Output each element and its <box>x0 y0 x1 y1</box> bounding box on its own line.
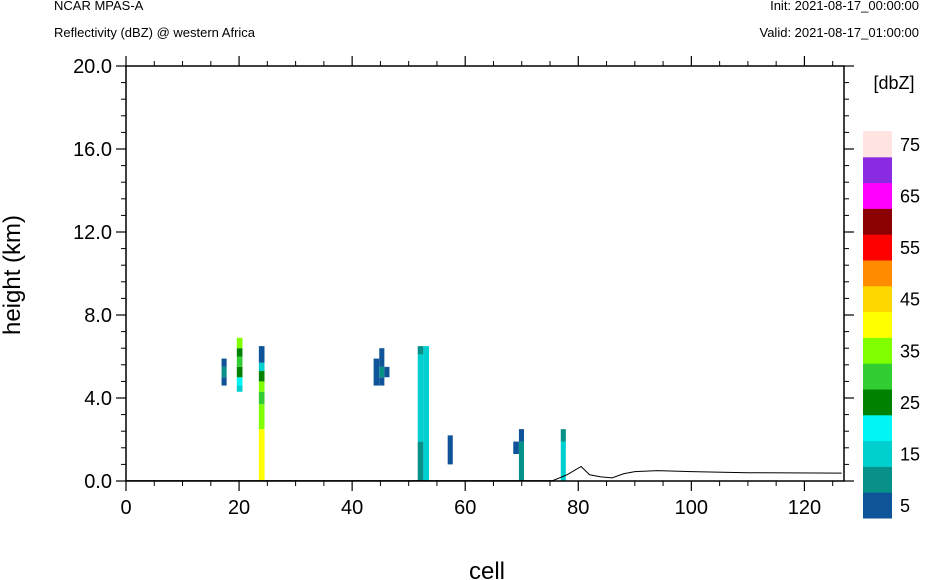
reflectivity-cell <box>417 441 424 481</box>
x-tick-label: 80 <box>567 497 589 519</box>
y-tick-label: 8.0 <box>84 305 112 327</box>
terrain-profile <box>126 465 842 482</box>
terrain-line <box>126 465 842 482</box>
reflectivity-cells <box>221 337 566 481</box>
plot-axes: 0 20 40 60 80 100 120 0.0 4.0 8.0 12.0 16.0 20.0 <box>73 56 854 519</box>
colorbar-swatch <box>863 414 892 442</box>
reflectivity-cell <box>236 377 243 386</box>
reflectivity-cell <box>236 385 243 392</box>
colorbar-label: 45 <box>900 290 920 310</box>
x-axis-label: cell <box>469 558 505 580</box>
colorbar-label: 15 <box>900 445 920 465</box>
y-tick-label: 4.0 <box>84 388 112 410</box>
reflectivity-cell <box>518 429 525 442</box>
y-tick-label: 16.0 <box>73 139 112 161</box>
colorbar: 5 15 25 35 45 55 65 75 <box>863 131 920 519</box>
y-tick-label: 0.0 <box>84 471 112 493</box>
reflectivity-cell <box>258 362 265 372</box>
colorbar-swatch <box>863 260 892 287</box>
colorbar-swatch <box>863 182 892 209</box>
reflectivity-cell <box>384 366 390 378</box>
colorbar-label: 35 <box>900 341 920 361</box>
x-tick-label: 120 <box>788 497 821 519</box>
reflectivity-cell <box>258 381 265 392</box>
reflectivity-cell <box>236 356 243 367</box>
reflectivity-cell <box>258 429 265 481</box>
x-tick-label: 40 <box>341 497 363 519</box>
colorbar-label: 25 <box>900 393 920 413</box>
colorbar-swatch <box>863 440 892 467</box>
reflectivity-cell <box>518 441 525 481</box>
colorbar-label: 75 <box>900 135 920 155</box>
reflectivity-cell <box>258 404 265 430</box>
reflectivity-cell <box>379 348 385 367</box>
colorbar-label: 55 <box>900 238 920 258</box>
reflectivity-cell <box>258 391 265 405</box>
y-tick-label: 12.0 <box>73 222 112 244</box>
colorbar-title: [dbZ] <box>873 73 914 93</box>
x-tick-label: 100 <box>675 497 708 519</box>
reflectivity-cell <box>221 358 227 367</box>
reflectivity-cell <box>513 441 519 455</box>
reflectivity-cell <box>379 366 385 378</box>
reflectivity-cell <box>236 348 243 357</box>
reflectivity-cell <box>221 366 227 378</box>
reflectivity-cell <box>236 337 243 349</box>
reflectivity-cell <box>221 377 227 386</box>
colorbar-swatch <box>863 208 892 235</box>
colorbar-swatch <box>863 337 892 364</box>
colorbar-swatch <box>863 131 892 158</box>
colorbar-swatch <box>863 492 892 519</box>
colorbar-swatch <box>863 311 892 338</box>
reflectivity-cell <box>379 377 385 386</box>
colorbar-swatch <box>863 156 892 184</box>
reflectivity-cell <box>447 435 453 465</box>
reflectivity-cell <box>417 354 424 442</box>
reflectivity-cell <box>417 346 424 355</box>
x-tick-label: 20 <box>228 497 250 519</box>
reflectivity-cell <box>423 346 430 481</box>
colorbar-label: 65 <box>900 187 920 207</box>
reflectivity-cell <box>258 371 265 382</box>
x-tick-label: 0 <box>120 497 131 519</box>
model-title: NCAR MPAS-A <box>54 0 144 13</box>
plot-frame <box>125 65 845 482</box>
reflectivity-cell <box>258 346 265 363</box>
valid-time: Valid: 2021-08-17_01:00:00 <box>759 25 920 40</box>
reflectivity-cell <box>373 358 380 386</box>
y-tick-label: 20.0 <box>73 56 112 78</box>
colorbar-swatch <box>863 389 892 416</box>
colorbar-swatch <box>863 285 892 313</box>
colorbar-swatch <box>863 234 892 261</box>
colorbar-swatch <box>863 466 892 493</box>
reflectivity-cell <box>236 366 243 378</box>
colorbar-swatch <box>863 363 892 390</box>
colorbar-label: 5 <box>900 496 910 516</box>
init-time: Init: 2021-08-17_00:00:00 <box>770 0 919 13</box>
field-subtitle: Reflectivity (dBZ) @ western Africa <box>54 25 256 40</box>
reflectivity-cell <box>560 441 566 481</box>
x-tick-label: 60 <box>454 497 476 519</box>
y-axis-label: height (km) <box>0 215 26 335</box>
reflectivity-cell <box>560 429 566 442</box>
